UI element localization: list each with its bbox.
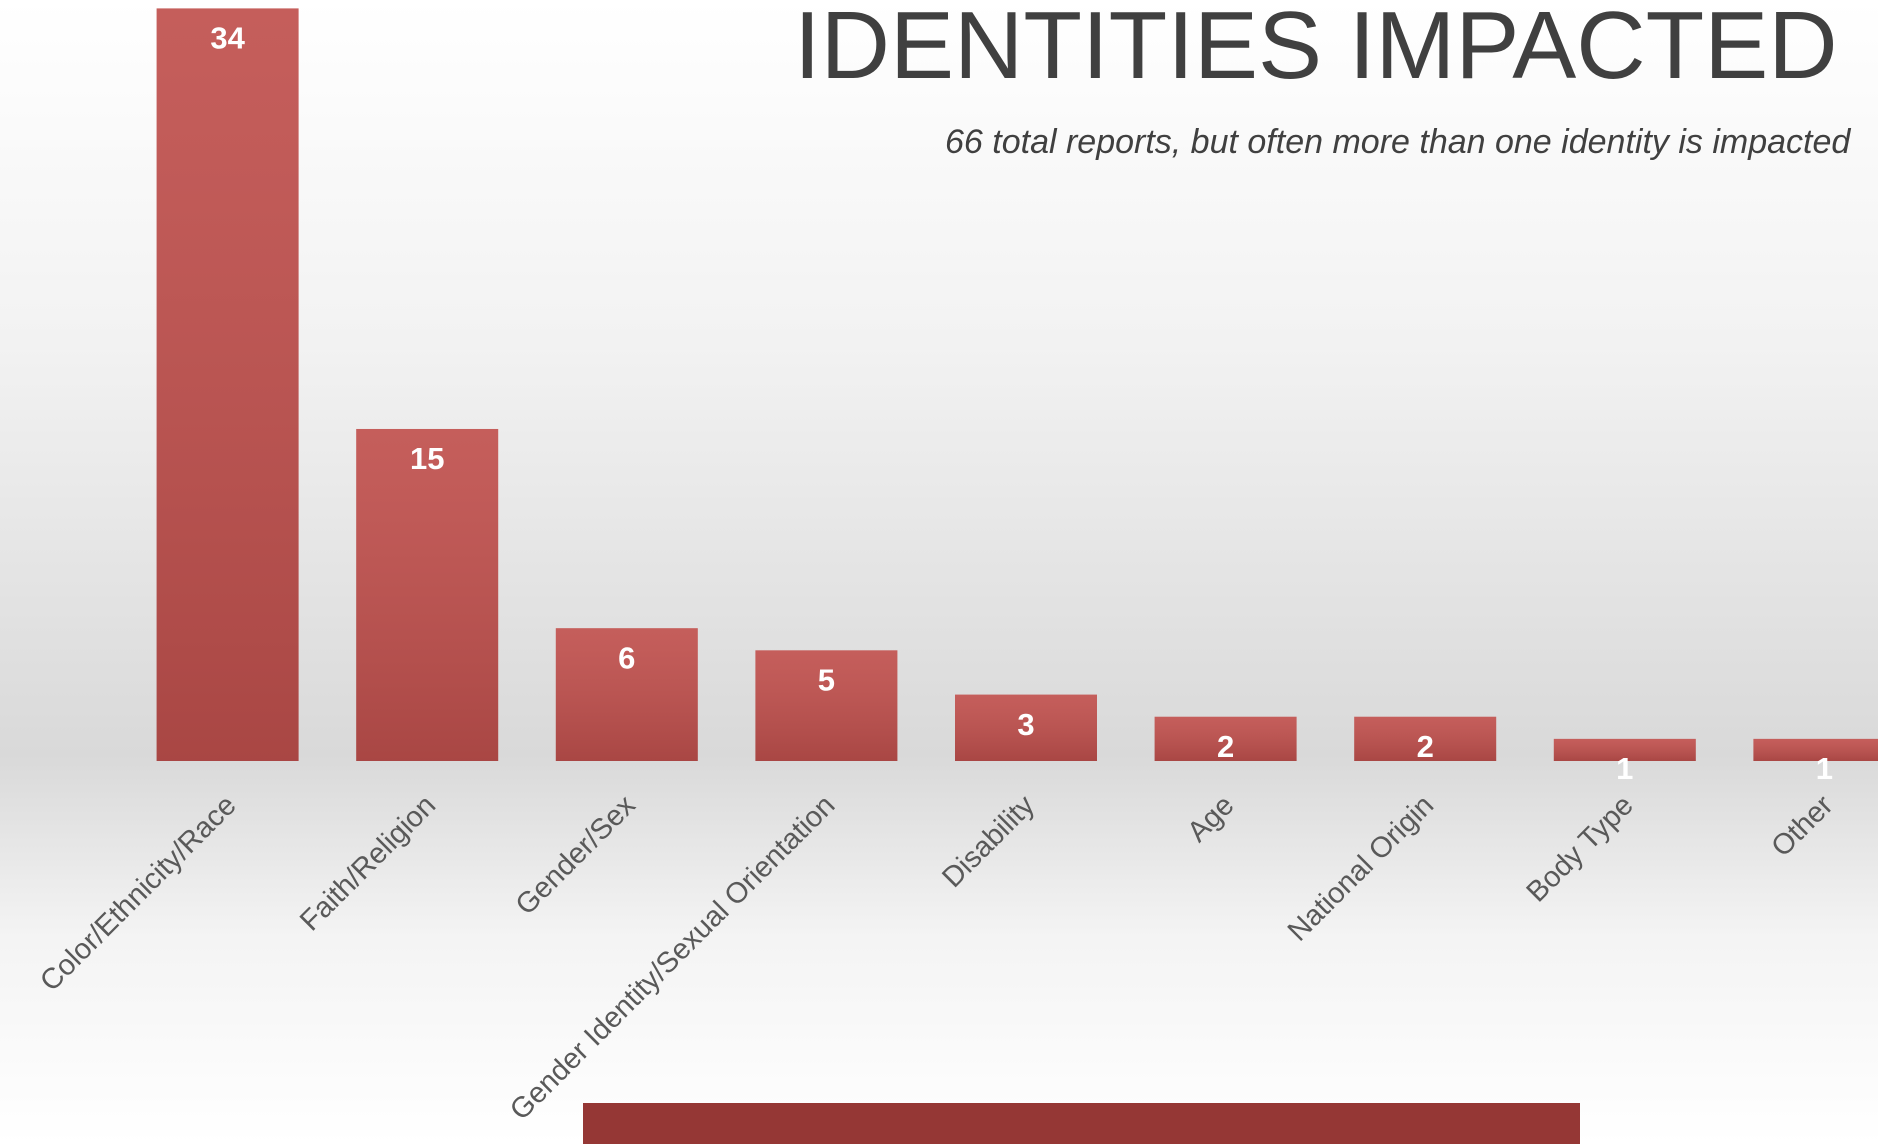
bar-shade	[1553, 738, 1696, 761]
x-tick-label: Other	[1765, 789, 1839, 863]
x-tick-label: Faith/Religion	[294, 789, 442, 937]
data-label: 2	[1417, 729, 1434, 764]
bar-shade	[755, 650, 898, 761]
x-tick-label: Color/Ethnicity/Race	[34, 789, 242, 997]
x-tick-label: Age	[1181, 789, 1240, 848]
bar-shade	[1154, 716, 1297, 761]
data-label: 15	[410, 441, 444, 476]
bar-shade	[1354, 716, 1497, 761]
bar-shade	[156, 8, 299, 761]
data-label: 1	[1616, 751, 1633, 786]
x-tick-label: Body Type	[1521, 789, 1640, 908]
data-label: 34	[210, 21, 245, 56]
data-label: 1	[1816, 751, 1833, 786]
data-label: 2	[1217, 729, 1234, 764]
bar-shade	[955, 694, 1097, 761]
x-tick-label: Gender/Sex	[510, 789, 642, 921]
data-label: 5	[818, 663, 835, 698]
x-tick-label: National Origin	[1282, 789, 1440, 947]
data-label: 3	[1017, 707, 1034, 742]
bar-shade	[555, 628, 698, 761]
chart-title: IDENTITIES IMPACTED	[794, 0, 1838, 99]
footer-bar	[583, 1103, 1580, 1144]
bar-shade	[1753, 738, 1878, 761]
x-tick-label: Gender Identity/Sexual Orientation	[504, 789, 841, 1126]
chart-subtitle: 66 total reports, but often more than on…	[945, 123, 1851, 161]
data-label: 6	[618, 640, 635, 675]
x-tick-label: Disability	[936, 789, 1041, 894]
bar-shade	[356, 428, 499, 761]
